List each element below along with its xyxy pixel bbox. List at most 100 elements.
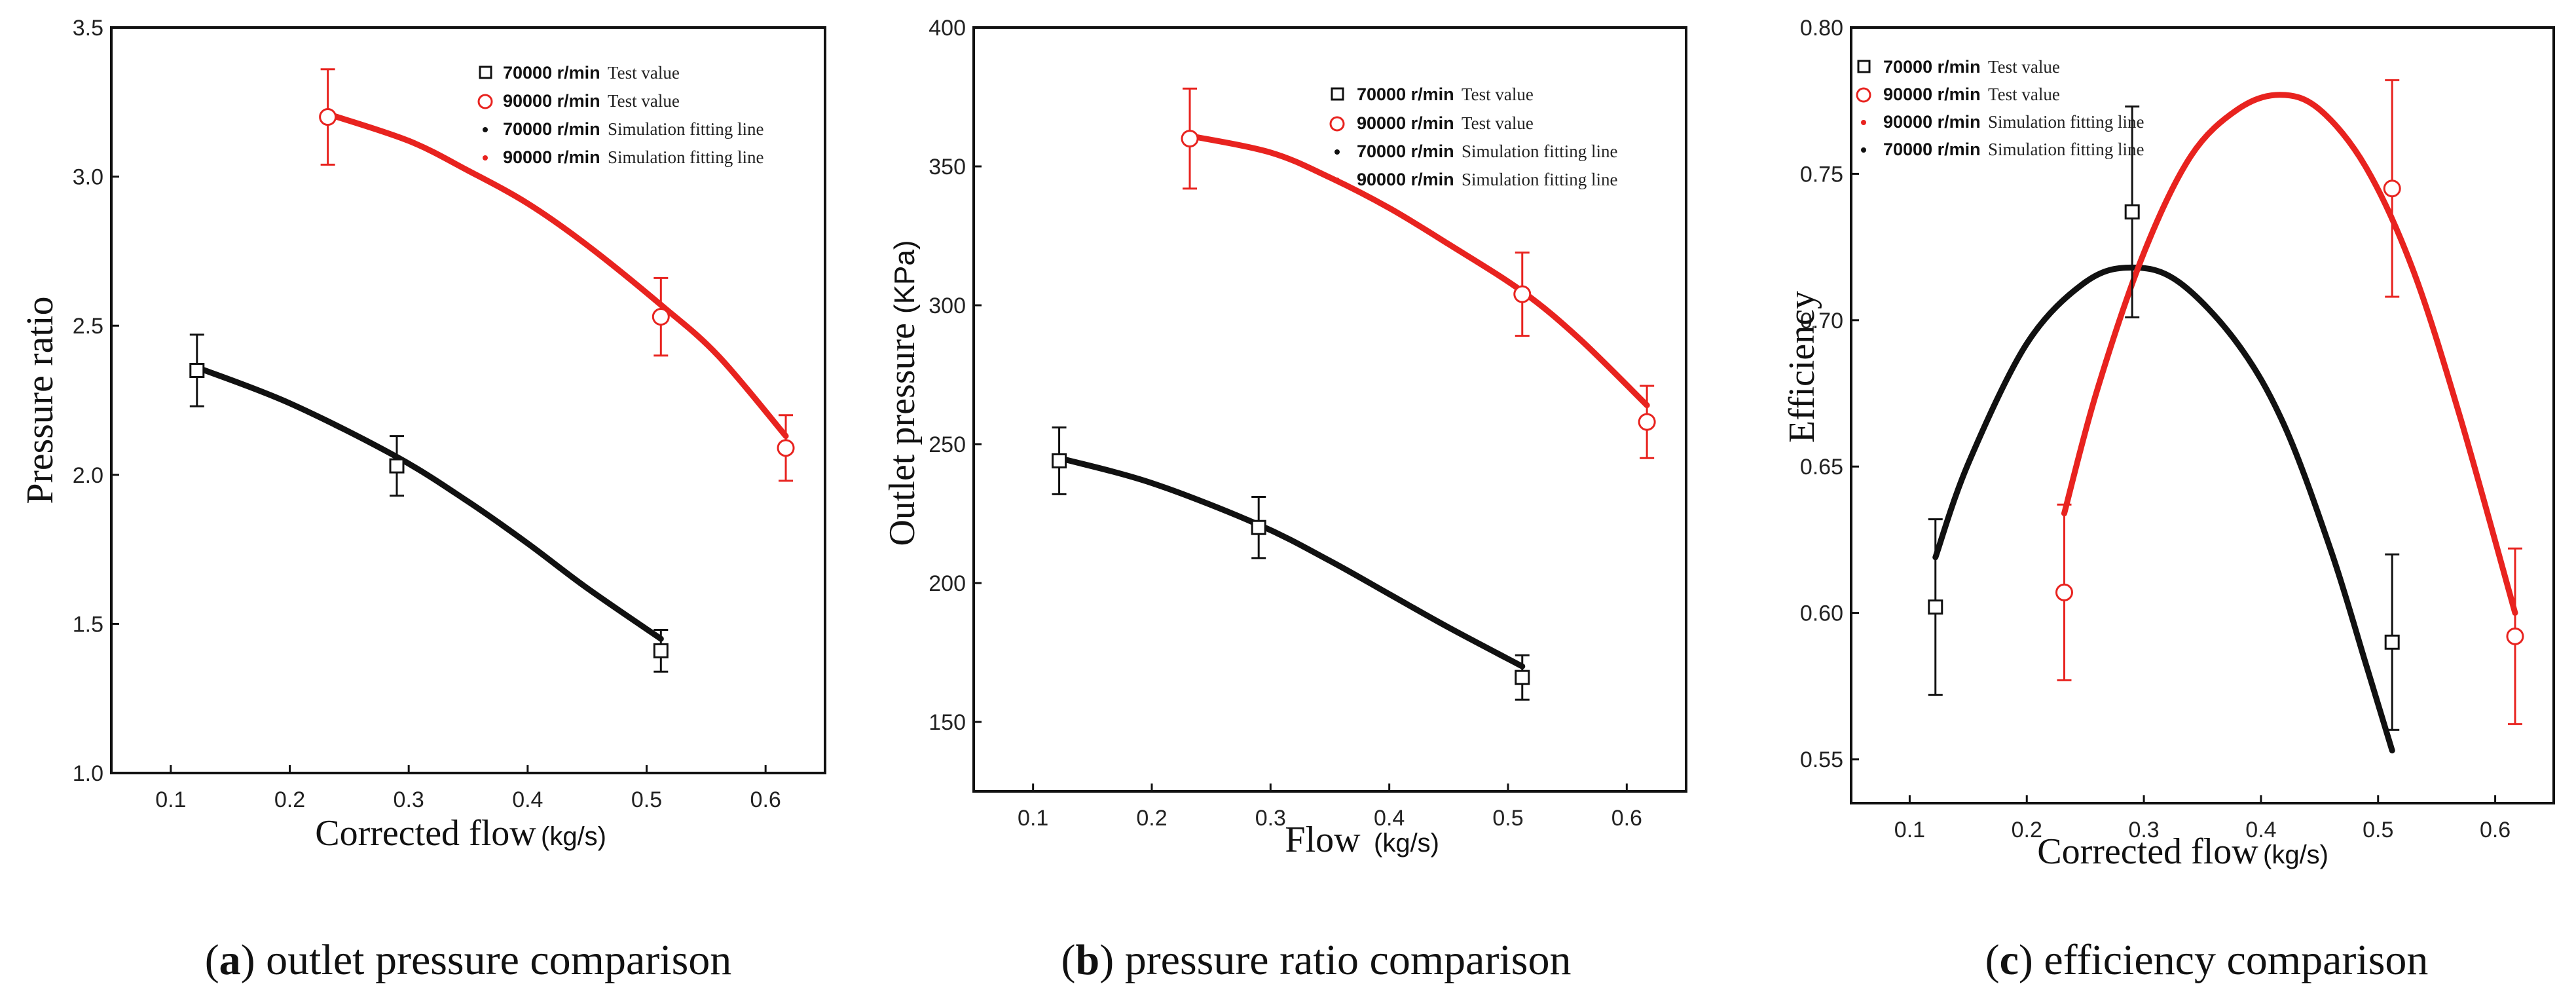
- y-tick-label: 0.65: [1800, 455, 1843, 480]
- x-tick-label: 0.4: [512, 787, 543, 812]
- y-tick-label: 0.55: [1800, 747, 1843, 772]
- x-tick-label: 0.6: [1611, 806, 1642, 831]
- legend-label: Simulation fitting line: [608, 147, 764, 167]
- fitting-lines: [1056, 132, 1650, 670]
- fitting-line-red: [2061, 92, 2518, 616]
- test-point-square: [653, 643, 669, 658]
- y-axis-ticks: 1.0 1.5 2.0 2.5 3.0 3.5: [73, 16, 119, 786]
- test-point-square: [189, 362, 205, 378]
- x-axis-ticks: 0.1 0.2 0.3 0.4 0.5 0.6: [1894, 795, 2511, 842]
- fitting-line-red: [325, 111, 789, 440]
- x-tick-label: 0.5: [1492, 806, 1523, 831]
- y-tick-label: 2.5: [73, 314, 103, 339]
- legend-entry: 70000 r/min Simulation fitting line: [1334, 142, 1618, 161]
- x-tick-label: 0.2: [274, 787, 305, 812]
- test-point-square: [1515, 670, 1530, 685]
- legend-entry: 90000 r/min Simulation fitting line: [1334, 170, 1618, 189]
- test-point-circle: [1181, 130, 1199, 148]
- legend-entry: 90000 r/min Test value: [1856, 85, 2060, 104]
- test-point-square: [1928, 599, 1943, 615]
- test-point-square: [2124, 204, 2140, 219]
- fitting-line-black: [1056, 455, 1526, 670]
- legend-label: Simulation fitting line: [1462, 142, 1618, 161]
- caption-text: pressure ratio comparison: [1125, 936, 1572, 984]
- test-point-circle: [2383, 179, 2401, 198]
- y-tick-label: 0.60: [1800, 601, 1843, 626]
- fitting-line-red: [1187, 132, 1650, 409]
- legend-entry: 70000 r/min Test value: [479, 63, 680, 83]
- test-point-circle: [777, 439, 795, 457]
- caption: (a) outlet pressure comparison: [205, 936, 732, 984]
- legend-marker-dot: [1861, 147, 1866, 153]
- test-point-circle: [652, 308, 670, 326]
- y-axis-label: Efficiency: [1782, 291, 1822, 443]
- legend-entry: 70000 r/min Simulation fitting line: [483, 119, 764, 139]
- legend-entry: 90000 r/min Test value: [477, 91, 680, 111]
- legend-speed: 70000 r/min: [1883, 140, 1981, 159]
- x-tick-label: 0.1: [155, 787, 186, 812]
- x-axis-label: Flow: [1285, 820, 1361, 860]
- fitting-line-black: [1932, 264, 2395, 754]
- x-axis-unit: (kg/s): [541, 822, 606, 851]
- caption-text: outlet pressure comparison: [266, 936, 731, 984]
- legend-label: Test value: [608, 63, 680, 83]
- legend-marker-dot: [483, 127, 488, 132]
- legend-marker-circle: [477, 94, 493, 109]
- legend-marker-square: [479, 66, 492, 79]
- legend-label: Simulation fitting line: [1462, 170, 1618, 189]
- legend-speed: 90000 r/min: [1357, 170, 1454, 189]
- y-tick-label: 1.0: [73, 761, 103, 786]
- chart-panel-a: 0.1 0.2 0.3 0.4 0.5 0.6 1.0 1.5 2.0 2.5 3.0 3.5 70…: [18, 16, 826, 984]
- legend-speed: 70000 r/min: [1357, 85, 1454, 104]
- y-axis-label: Outlet pressure (KPa): [882, 240, 923, 546]
- fitting-lines: [1932, 92, 2518, 754]
- x-tick-label: 0.4: [2245, 818, 2276, 842]
- legend-marker-dot: [1861, 120, 1866, 125]
- legend-marker-circle: [1856, 87, 1871, 103]
- y-axis-title: Outlet pressure: [882, 323, 923, 546]
- legend-speed: 90000 r/min: [503, 147, 600, 167]
- x-axis-label: Corrected flow: [2037, 831, 2258, 872]
- chart-panel-b: 0.1 0.2 0.3 0.4 0.5 0.6 150 200 250 300 350 400 70…: [882, 16, 1687, 984]
- x-tick-label: 0.1: [1018, 806, 1048, 831]
- legend-marker-square: [1331, 87, 1344, 101]
- chart-panel-c: 0.1 0.2 0.3 0.4 0.5 0.6 0.550.600.650.700.750…: [1782, 16, 2555, 984]
- legend-marker-dot: [483, 155, 488, 161]
- legend-entry: 90000 r/min Simulation fitting line: [1861, 112, 2144, 132]
- caption-letter: c: [2000, 936, 2019, 984]
- test-point-circle: [1513, 285, 1532, 303]
- test-point-circle: [1638, 413, 1656, 431]
- y-tick-label: 3.0: [73, 165, 103, 190]
- y-tick-label: 300: [929, 293, 966, 318]
- legend-marker-circle: [1329, 116, 1345, 132]
- fitting-line-black: [194, 364, 664, 642]
- legend-speed: 90000 r/min: [1883, 85, 1981, 104]
- y-tick-label: 350: [929, 155, 966, 179]
- legend-label: Test value: [1988, 85, 2060, 104]
- fitting-lines: [194, 111, 789, 642]
- plot-frame: [972, 26, 1687, 793]
- legend-label: Test value: [608, 91, 680, 111]
- x-tick-label: 0.3: [394, 787, 424, 812]
- x-tick-label: 0.5: [2363, 818, 2393, 842]
- legend-speed: 90000 r/min: [503, 91, 600, 111]
- y-axis-ticks: 150 200 250 300 350 400: [929, 16, 982, 735]
- plot-frame: [1850, 26, 2555, 804]
- x-tick-label: 0.2: [1136, 806, 1167, 831]
- test-markers: [189, 108, 795, 658]
- x-axis-unit: (kg/s): [1374, 829, 1439, 858]
- test-point-square: [389, 458, 405, 474]
- test-point-circle: [2506, 627, 2524, 645]
- x-axis-label: Corrected flow: [315, 813, 536, 854]
- legend-speed: 90000 r/min: [1357, 113, 1454, 133]
- test-markers: [1928, 179, 2524, 650]
- caption: (b) pressure ratio comparison: [1061, 936, 1572, 984]
- test-point-square: [2384, 634, 2400, 650]
- y-tick-label: 2.0: [73, 463, 103, 488]
- y-tick-label: 3.5: [73, 16, 103, 41]
- x-tick-label: 0.6: [750, 787, 781, 812]
- legend-label: Test value: [1988, 57, 2060, 77]
- error-bars: [1928, 79, 2522, 731]
- test-markers: [1052, 130, 1656, 685]
- x-axis-unit: (kg/s): [2263, 840, 2328, 869]
